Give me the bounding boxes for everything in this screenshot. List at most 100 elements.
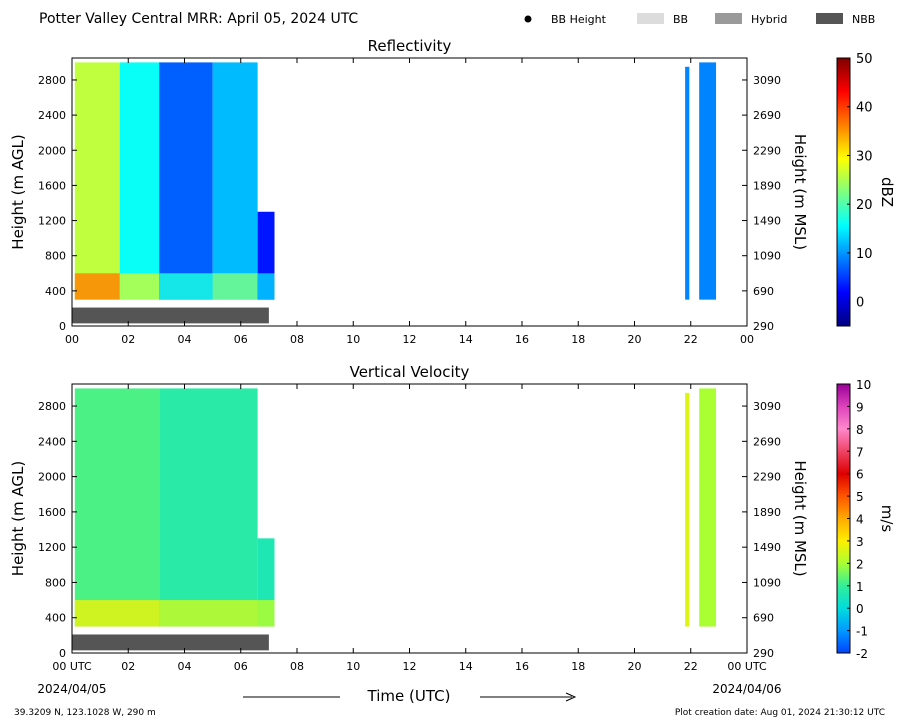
colorbar-tick-label: 10 [856, 247, 873, 262]
x-tick-label: 20 [628, 660, 642, 673]
colorbar-label: dBZ [878, 177, 896, 207]
x-tick-label: 06 [234, 660, 248, 673]
x-tick-label: 18 [571, 333, 585, 346]
x-tick-label: 08 [290, 660, 304, 673]
x-tick-label: 00 UTC [727, 660, 767, 673]
y-axis-label-right: Height (m MSL) [791, 460, 809, 576]
low-level-layer [257, 273, 275, 300]
bb-height-dot-icon [524, 15, 532, 23]
y-tick-label-right: 1490 [753, 541, 781, 554]
y-axis-label: Height (m AGL) [9, 134, 27, 249]
echo-region [685, 66, 690, 300]
x-tick-label: 18 [571, 660, 585, 673]
echo-region [685, 392, 690, 627]
x-tick-label: 12 [403, 660, 417, 673]
colorbar-tick-label: 10 [856, 378, 871, 392]
echo-region [74, 388, 160, 627]
legend-swatch [816, 13, 843, 24]
x-tick-label: 04 [178, 333, 192, 346]
y-tick-label-right: 1890 [753, 506, 781, 519]
y-tick-label-right: 1090 [753, 250, 781, 263]
y-tick-label: 400 [45, 612, 66, 625]
colorbar-tick-label: 30 [856, 149, 873, 164]
x-tick-label: 00 [65, 333, 79, 346]
low-level-layer [119, 273, 160, 300]
y-axis-label-right: Height (m MSL) [791, 134, 809, 250]
location-text: 39.3209 N, 123.1028 W, 290 m [14, 708, 156, 718]
y-tick-label: 2400 [38, 435, 66, 448]
low-level-layer [74, 600, 160, 627]
x-tick-label: 06 [234, 333, 248, 346]
x-tick-label: 10 [346, 660, 360, 673]
low-level-layer [212, 273, 258, 300]
y-tick-label: 1200 [38, 215, 66, 228]
y-tick-label-right: 290 [753, 320, 774, 333]
low-level-layer [159, 273, 213, 300]
nbb-bar [72, 634, 269, 651]
start-date: 2024/04/05 [37, 682, 106, 696]
x-tick-label: 12 [403, 333, 417, 346]
nbb-bar [72, 307, 269, 324]
x-tick-label: 00 [740, 333, 754, 346]
colorbar-label: m/s [878, 505, 896, 533]
x-tick-label: 14 [459, 333, 473, 346]
y-tick-label: 2800 [38, 400, 66, 413]
x-tick-label: 02 [121, 333, 135, 346]
colorbar-tick-label: -1 [856, 625, 868, 639]
legend-swatch [715, 13, 742, 24]
y-tick-label-right: 2690 [753, 109, 781, 122]
y-tick-label-right: 690 [753, 612, 774, 625]
x-tick-label: 16 [515, 333, 529, 346]
band-legend: BB Height BB Hybrid NBB [524, 13, 875, 26]
colorbar-tick-label: 0 [856, 602, 864, 616]
y-tick-label: 0 [59, 647, 66, 660]
y-tick-label: 2000 [38, 144, 66, 157]
echo-region [159, 62, 213, 300]
panel-title: Vertical Velocity [350, 363, 470, 381]
low-level-layer [257, 600, 275, 627]
x-tick-label: 04 [178, 660, 192, 673]
x-tick-label: 22 [684, 333, 698, 346]
y-tick-label: 400 [45, 285, 66, 298]
y-tick-label-right: 690 [753, 285, 774, 298]
low-level-layer [159, 600, 258, 627]
x-tick-label: 08 [290, 333, 304, 346]
x-tick-label: 20 [628, 333, 642, 346]
echo-region [159, 388, 258, 627]
colorbar-tick-label: 20 [856, 198, 873, 213]
x-tick-label: 00 UTC [52, 660, 92, 673]
legend-swatch [637, 13, 664, 24]
y-axis-label: Height (m AGL) [9, 461, 27, 576]
colorbar-tick-label: 7 [856, 445, 864, 459]
colorbar-tick-label: 9 [856, 400, 864, 414]
colorbar-tick-label: 4 [856, 513, 864, 527]
y-tick-label: 800 [45, 576, 66, 589]
creation-date-text: Plot creation date: Aug 01, 2024 21:30:1… [675, 708, 885, 718]
y-tick-label: 2800 [38, 74, 66, 87]
y-tick-label-right: 3090 [753, 400, 781, 413]
y-tick-label: 1600 [38, 179, 66, 192]
colorbar-tick-label: 2 [856, 557, 864, 571]
y-tick-label-right: 2290 [753, 471, 781, 484]
colorbar-tick-label: 1 [856, 580, 864, 594]
low-level-layer [74, 273, 120, 300]
x-tick-label: 16 [515, 660, 529, 673]
y-tick-label-right: 3090 [753, 74, 781, 87]
y-tick-label: 1200 [38, 541, 66, 554]
colorbar-tick-label: 50 [856, 52, 873, 67]
echo-region [119, 62, 160, 300]
x-tick-label: 10 [346, 333, 360, 346]
x-tick-label: 22 [684, 660, 698, 673]
legend-label: NBB [852, 13, 875, 26]
x-tick-label: 02 [121, 660, 135, 673]
y-tick-label-right: 1490 [753, 215, 781, 228]
y-tick-label: 2000 [38, 471, 66, 484]
arrow-head-icon [565, 692, 577, 702]
figure-title: Potter Valley Central MRR: April 05, 202… [39, 11, 358, 27]
x-tick-label: 14 [459, 660, 473, 673]
colorbar-tick-label: 8 [856, 423, 864, 437]
legend-label: BB Height [551, 13, 607, 26]
